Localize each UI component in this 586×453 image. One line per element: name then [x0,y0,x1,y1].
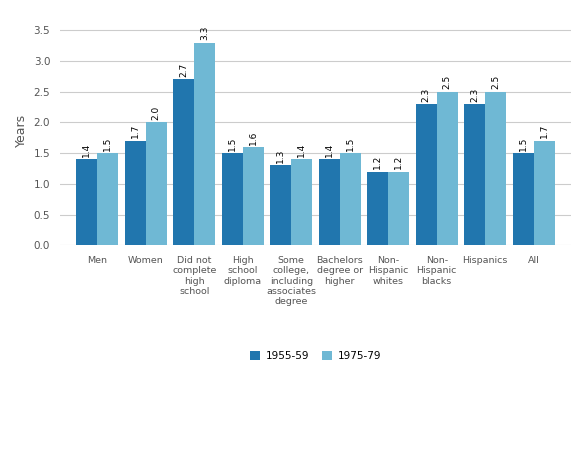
Bar [97,153,118,246]
Text: 1.4: 1.4 [325,143,334,157]
Bar [125,141,146,246]
Text: 1.6: 1.6 [248,130,258,145]
Bar [416,104,437,246]
Text: 1.5: 1.5 [519,136,528,151]
Bar [319,159,340,246]
Text: 2.5: 2.5 [491,75,500,89]
Bar [340,153,360,246]
Text: 1.2: 1.2 [394,155,403,169]
Y-axis label: Years: Years [15,114,28,147]
Bar [534,141,554,246]
Text: 1.7: 1.7 [131,124,140,139]
Text: 1.4: 1.4 [297,143,306,157]
Bar [485,92,506,246]
Text: 3.3: 3.3 [200,26,209,40]
Legend: 1955-59, 1975-79: 1955-59, 1975-79 [246,347,385,366]
Bar [464,104,485,246]
Bar [222,153,243,246]
Text: 2.5: 2.5 [442,75,452,89]
Text: 1.5: 1.5 [103,136,112,151]
Text: 2.3: 2.3 [470,87,479,101]
Text: 1.7: 1.7 [540,124,548,139]
Text: 1.4: 1.4 [82,143,91,157]
Text: 1.3: 1.3 [276,149,285,163]
Bar [146,122,166,246]
Text: 1.5: 1.5 [228,136,237,151]
Bar [194,43,215,246]
Bar [173,79,194,246]
Text: 2.3: 2.3 [422,87,431,101]
Bar [513,153,534,246]
Bar [437,92,458,246]
Bar [270,165,291,246]
Text: 2.7: 2.7 [179,63,188,77]
Text: 1.2: 1.2 [373,155,382,169]
Bar [367,172,388,246]
Bar [243,147,264,246]
Bar [388,172,409,246]
Text: 2.0: 2.0 [152,106,161,120]
Bar [76,159,97,246]
Bar [291,159,312,246]
Text: 1.5: 1.5 [346,136,355,151]
